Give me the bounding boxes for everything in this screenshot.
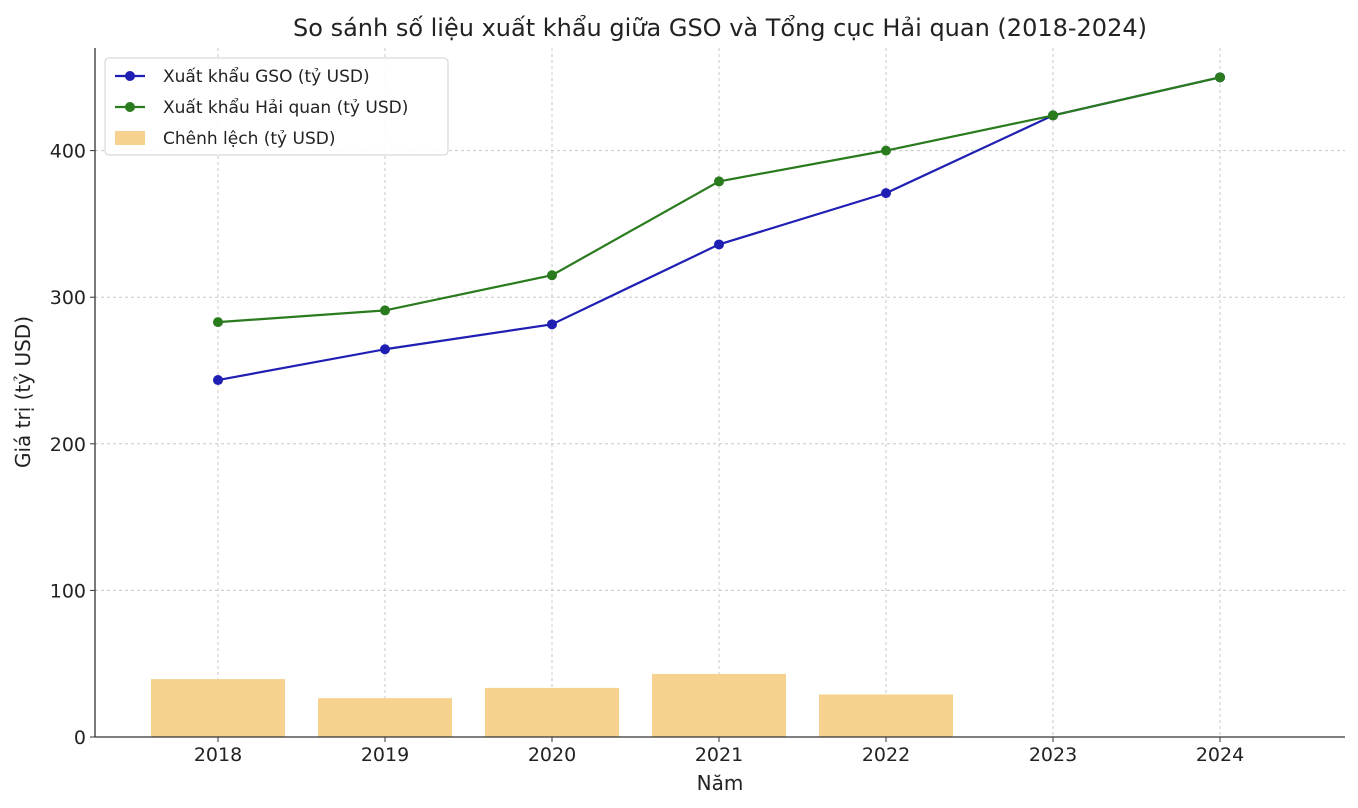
y-tick-label: 300 [50,287,86,309]
chart-title: So sánh số liệu xuất khẩu giữa GSO và Tổ… [293,14,1147,42]
x-tick-label-2022: 2022 [862,744,910,766]
legend-marker-0 [125,71,135,81]
series-point-1-2023 [1048,110,1058,121]
axes [90,48,1345,742]
difference-bar-2019 [318,698,452,737]
difference-bar-2020 [485,687,619,737]
x-tick-label-2020: 2020 [528,744,576,766]
x-axis-title: Năm [697,771,744,795]
series-point-0-2020 [547,319,557,330]
x-tick-label-2023: 2023 [1029,744,1077,766]
legend: Xuất khẩu GSO (tỷ USD) Xuất khẩu Hải quan… [104,57,449,156]
y-tick-label: 0 [74,727,86,749]
x-tick-label-2019: 2019 [361,744,409,766]
y-tick-label: 200 [50,434,86,456]
x-tick-label-2021: 2021 [695,744,743,766]
legend-swatch-2 [115,131,145,145]
series-point-1-2021 [714,176,724,187]
legend-label-0: Xuất khẩu GSO (tỷ USD) [163,66,370,87]
series-point-1-2019 [380,305,390,316]
x-tick-label-2024: 2024 [1196,744,1244,766]
y-axis-title: Giá trị (tỷ USD) [11,316,35,468]
y-tick-label: 100 [50,580,86,602]
series-point-1-2024 [1215,72,1225,83]
series-point-0-2021 [714,239,724,250]
tick-labels: 0 100 200 300 400 2018 2019 2020 2021 2022 2023 202… [50,141,1244,766]
x-tick-label-2018: 2018 [194,744,242,766]
series-point-0-2019 [380,344,390,355]
series-lines [213,72,1225,386]
difference-bar-2022 [819,694,953,737]
series-point-1-2020 [547,270,557,281]
y-tick-label: 400 [50,141,86,163]
difference-bars [151,673,953,737]
legend-marker-1 [125,102,135,112]
series-point-0-2022 [881,188,891,199]
series-point-1-2022 [881,145,891,156]
legend-label-2: Chênh lệch (tỷ USD) [163,129,335,149]
series-point-1-2018 [213,317,223,328]
difference-bar-2021 [652,673,786,737]
difference-bar-2018 [151,679,285,737]
legend-label-1: Xuất khẩu Hải quan (tỷ USD) [163,97,408,118]
legend-box [104,57,449,156]
grid-lines [95,48,1345,737]
series-point-0-2018 [213,375,223,386]
